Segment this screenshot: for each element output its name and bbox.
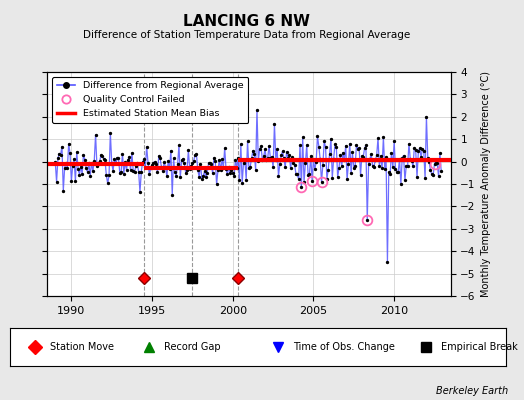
Text: Station Move: Station Move bbox=[50, 342, 114, 352]
Text: LANCING 6 NW: LANCING 6 NW bbox=[183, 14, 310, 29]
Text: Empirical Break: Empirical Break bbox=[441, 342, 518, 352]
Text: Time of Obs. Change: Time of Obs. Change bbox=[293, 342, 395, 352]
Text: Difference of Station Temperature Data from Regional Average: Difference of Station Temperature Data f… bbox=[83, 30, 410, 40]
Legend: Difference from Regional Average, Quality Control Failed, Estimated Station Mean: Difference from Regional Average, Qualit… bbox=[52, 77, 248, 123]
Y-axis label: Monthly Temperature Anomaly Difference (°C): Monthly Temperature Anomaly Difference (… bbox=[481, 71, 492, 297]
Text: Record Gap: Record Gap bbox=[164, 342, 221, 352]
Text: Berkeley Earth: Berkeley Earth bbox=[436, 386, 508, 396]
